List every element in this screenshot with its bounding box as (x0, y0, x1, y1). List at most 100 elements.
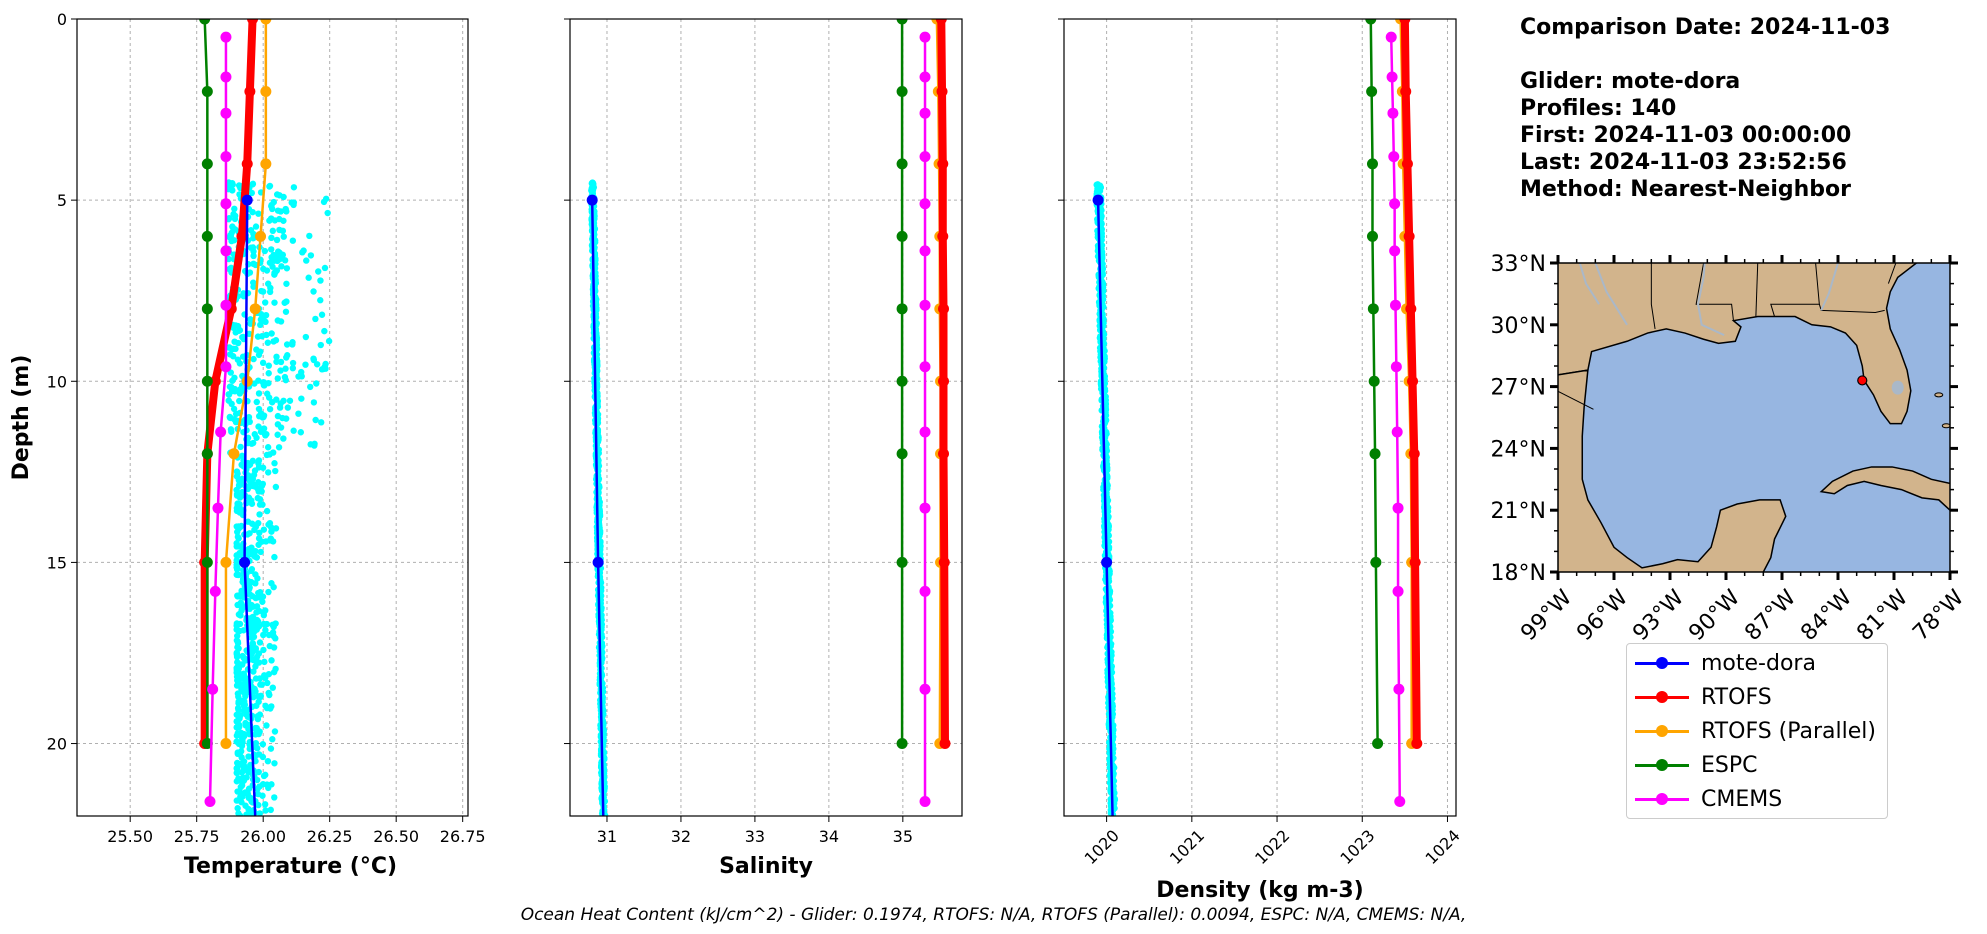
scatter-point (236, 494, 244, 501)
scatter-point (283, 280, 290, 287)
legend-label-glider: mote-dora (1701, 650, 1816, 676)
scatter-point (262, 311, 270, 319)
scatter-point (231, 416, 238, 423)
scatter-point (276, 404, 284, 411)
state-border (1887, 263, 1897, 284)
scatter-point (260, 646, 267, 654)
legend-item-espc: ESPC (1635, 750, 1758, 780)
xtick-label: 31 (597, 827, 617, 846)
scatter-point (233, 557, 240, 564)
legend-swatch-espc (1635, 750, 1689, 780)
scatter-point (234, 704, 242, 712)
lon-tick-label: 93°W (1628, 585, 1689, 646)
series-point (1366, 230, 1378, 242)
scatter-point (261, 430, 269, 438)
axes-frame (76, 18, 469, 817)
profile-panel-1: 25.50 25.75 26.00 26.25 26.50 26.75 0 5 10 15 20 Te… (9, 10, 486, 879)
series-point (249, 303, 261, 315)
profile-panel-3: 1020 1021 1022 1023 1024 Density (kg m-3) (1058, 18, 1464, 903)
scatter-point (264, 339, 272, 346)
plot-area (199, 19, 333, 816)
scatter-point (269, 538, 277, 545)
scatter-point (234, 759, 241, 767)
xtick-label: 34 (819, 827, 839, 846)
scatter-point (271, 299, 278, 306)
scatter-point (262, 318, 269, 326)
scatter-point (232, 322, 239, 329)
series-point (896, 303, 908, 315)
scatter-point (269, 227, 277, 235)
scatter-point (255, 210, 262, 217)
scatter-point (269, 736, 276, 743)
scatter-point (227, 264, 235, 272)
scatter-point (253, 554, 261, 561)
series-point (220, 151, 232, 163)
scatter-point (253, 728, 261, 736)
scatter-point (260, 412, 268, 419)
series-cmems (204, 31, 232, 808)
scatter-point (260, 526, 268, 533)
series-point (1386, 71, 1398, 83)
scatter-point (266, 405, 274, 413)
scatter-point (313, 380, 320, 387)
scatter-point (238, 452, 246, 460)
scatter-point (321, 264, 329, 272)
series-point (260, 85, 272, 97)
scatter-point (310, 399, 318, 406)
legend-item-glider: mote-dora (1635, 648, 1816, 678)
scatter-point (271, 553, 278, 561)
scatter-point (253, 398, 260, 406)
scatter-point (228, 237, 235, 245)
series-point (896, 738, 908, 750)
x-axis-label: Salinity (719, 854, 813, 879)
series-point (204, 796, 216, 808)
legend-item-rtofs: RTOFS (1635, 682, 1772, 712)
scatter-point (268, 205, 276, 213)
xtick-label: 1021 (1166, 826, 1208, 868)
scatter-point (267, 215, 275, 222)
scatter-point (256, 810, 264, 816)
lat-tick-label: 21°N (1491, 499, 1546, 524)
scatter-point (259, 379, 267, 386)
scatter-point (312, 315, 319, 323)
series-point (239, 556, 251, 568)
scatter-point (271, 460, 278, 467)
scatter-point (266, 182, 274, 190)
state-border (1770, 263, 1820, 317)
scatter-point (289, 237, 297, 244)
scatter-point (250, 279, 257, 286)
scatter-point (277, 367, 284, 374)
scatter-point (235, 476, 243, 484)
scatter-point (233, 486, 240, 494)
scatter-point (262, 807, 269, 814)
river (1696, 263, 1725, 337)
scatter-point (244, 551, 252, 558)
series-point (896, 556, 908, 568)
series-point (201, 85, 213, 97)
scatter-point (248, 189, 255, 197)
state-border (1558, 390, 1594, 410)
scatter-point (234, 764, 241, 772)
series-cmems (1385, 31, 1406, 808)
state-border (1755, 263, 1759, 317)
scatter-point (247, 476, 254, 484)
series-point (220, 299, 232, 311)
series-cmems (919, 31, 931, 808)
map-area (1558, 263, 1950, 572)
scatter-point (241, 700, 248, 707)
scatter-point (310, 288, 317, 295)
scatter-point (236, 620, 244, 628)
scatter-point (259, 359, 267, 367)
scatter-point (255, 768, 262, 776)
series-rtofs-parallel- (220, 19, 272, 750)
scatter-point (255, 457, 263, 464)
series-point (201, 303, 213, 315)
series-mote-dora (1092, 194, 1114, 816)
scatter-point (322, 360, 329, 368)
land-mexico (1558, 369, 1787, 572)
river (1578, 263, 1600, 305)
scatter-point (246, 418, 253, 426)
scatter-point (252, 739, 260, 747)
scatter-point (268, 246, 275, 253)
series-point (937, 230, 949, 242)
